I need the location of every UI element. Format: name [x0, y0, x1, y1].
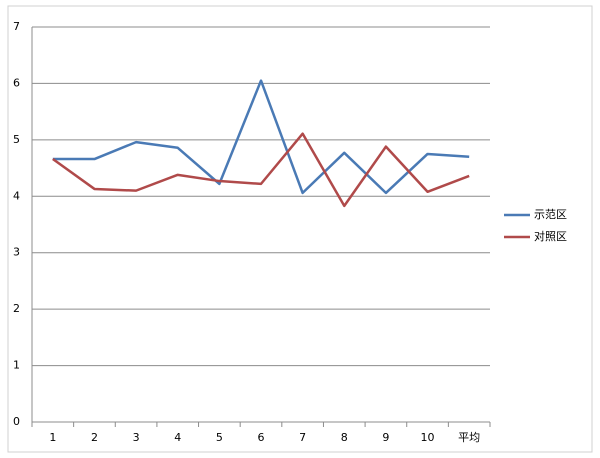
- x-tick-label: 8: [341, 431, 348, 444]
- x-tick-label: 平均: [458, 431, 480, 444]
- series-line: [52, 79, 470, 195]
- x-tick-label: 3: [133, 431, 140, 444]
- x-tick-label: 5: [216, 431, 223, 444]
- y-tick-label: 1: [13, 359, 20, 372]
- y-tick-label: 5: [13, 133, 20, 146]
- y-tick-label: 0: [13, 415, 20, 428]
- x-tick-label: 6: [258, 431, 265, 444]
- y-tick-label: 7: [13, 20, 20, 33]
- y-tick-label: 4: [13, 189, 20, 202]
- x-tick-label: 2: [91, 431, 98, 444]
- legend-label: 对照区: [534, 229, 567, 243]
- chart-frame: [7, 5, 593, 453]
- x-tick-label: 9: [382, 431, 389, 444]
- y-tick-label: 2: [13, 302, 20, 315]
- x-tick-label: 7: [299, 431, 306, 444]
- y-tick-label: 6: [13, 76, 20, 89]
- x-tick-label: 4: [174, 431, 181, 444]
- y-tick-label: 3: [13, 246, 20, 259]
- x-tick-label: 10: [421, 431, 435, 444]
- x-tick-label: 1: [49, 431, 56, 444]
- legend-label: 示范区: [534, 207, 567, 221]
- series-line: [52, 132, 470, 208]
